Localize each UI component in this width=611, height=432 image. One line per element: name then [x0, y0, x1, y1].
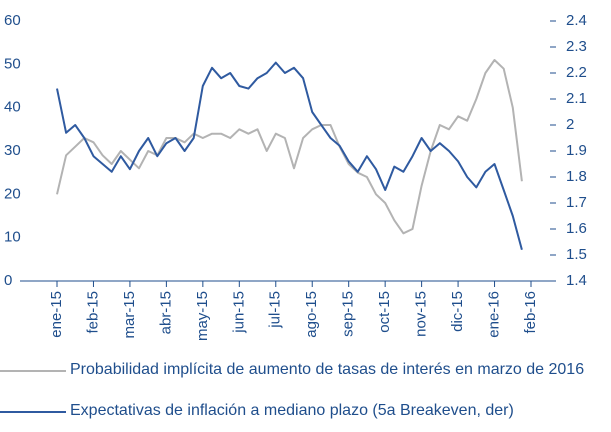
x-tick-label: abr-15: [157, 291, 174, 334]
x-tick-label: dic-15: [449, 291, 466, 332]
y2-tick-label: 1.6: [566, 220, 587, 237]
y-tick-label: 20: [4, 185, 21, 202]
legend-label: Probabilidad implícita de aumento de tas…: [70, 361, 585, 378]
y-tick-label: 10: [4, 229, 21, 246]
y2-tick-label: 2.1: [566, 90, 587, 107]
x-tick-label: nov-15: [413, 291, 430, 337]
y-tick-label: 30: [4, 142, 21, 159]
x-tick-label: ago-15: [303, 291, 320, 338]
x-tick-label: may-15: [194, 291, 211, 341]
x-tick-label: ene-16: [486, 291, 503, 338]
x-tick-label: feb-15: [84, 291, 101, 334]
y2-tick-label: 2: [566, 116, 574, 133]
y-tick-label: 50: [4, 55, 21, 72]
y2-tick-label: 1.9: [566, 142, 587, 159]
x-tick-label: jul-15: [267, 291, 284, 329]
y-tick-label: 60: [4, 12, 21, 29]
x-tick-label: sep-15: [340, 291, 357, 337]
y2-tick-label: 1.4: [566, 272, 587, 289]
legend-entry: Expectativas de inflación a mediano plaz…: [0, 401, 600, 420]
legend-label: Expectativas de inflación a mediano plaz…: [70, 402, 514, 419]
y2-tick-label: 1.5: [566, 246, 587, 263]
chart: 0 10 20 30 40 50 60 1.4 1.5 1.6 1.7 1.8 1.9 2 2.1 2.2 2.…: [4, 12, 587, 341]
y-tick-label: 40: [4, 99, 21, 116]
x-tick-label: oct-15: [376, 291, 393, 333]
y-tick-label: 0: [4, 272, 12, 289]
x-tick-label: jun-15: [230, 291, 247, 334]
x-tick-label: ene-15: [48, 291, 65, 338]
legend-line: [0, 370, 66, 372]
x-tick-label: feb-16: [522, 291, 539, 334]
y2-tick-label: 1.7: [566, 194, 587, 211]
legend-entry: Probabilidad implícita de aumento de tas…: [0, 360, 600, 379]
y2-tick-label: 2.4: [566, 12, 587, 29]
legend-line: [0, 411, 66, 413]
series-line: [56, 61, 523, 251]
series-line: [56, 59, 523, 235]
y2-tick-label: 2.3: [566, 38, 587, 55]
x-tick-label: mar-15: [121, 291, 138, 339]
y2-tick-label: 1.8: [566, 168, 587, 185]
y2-tick-label: 2.2: [566, 64, 587, 81]
